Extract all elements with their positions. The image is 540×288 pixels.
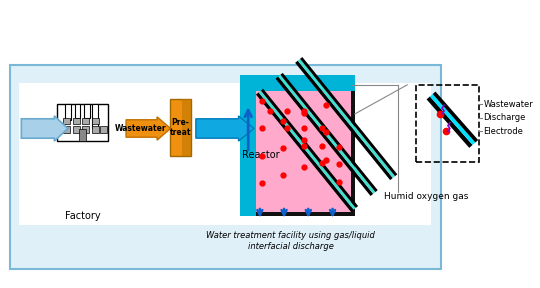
FancyArrow shape xyxy=(22,116,68,141)
FancyArrow shape xyxy=(126,117,171,140)
FancyBboxPatch shape xyxy=(100,126,107,133)
Text: Electrode: Electrode xyxy=(483,127,523,136)
FancyBboxPatch shape xyxy=(78,130,86,141)
FancyBboxPatch shape xyxy=(183,99,191,156)
Polygon shape xyxy=(259,91,356,210)
FancyBboxPatch shape xyxy=(19,226,431,262)
FancyBboxPatch shape xyxy=(256,91,351,212)
FancyBboxPatch shape xyxy=(240,75,256,216)
FancyBboxPatch shape xyxy=(84,104,90,118)
Polygon shape xyxy=(430,94,475,145)
Polygon shape xyxy=(298,59,395,178)
Polygon shape xyxy=(261,89,358,208)
FancyBboxPatch shape xyxy=(92,126,99,133)
Text: Reactor: Reactor xyxy=(242,150,280,160)
FancyBboxPatch shape xyxy=(83,118,89,124)
FancyBboxPatch shape xyxy=(63,118,70,124)
Text: Factory: Factory xyxy=(65,211,100,221)
Text: Wastewater: Wastewater xyxy=(115,124,166,133)
Text: Discharge: Discharge xyxy=(483,113,526,122)
FancyBboxPatch shape xyxy=(19,83,431,262)
Polygon shape xyxy=(427,96,472,148)
FancyBboxPatch shape xyxy=(92,118,99,124)
Polygon shape xyxy=(275,77,373,196)
FancyBboxPatch shape xyxy=(240,75,355,216)
FancyBboxPatch shape xyxy=(75,104,80,118)
FancyBboxPatch shape xyxy=(63,126,70,133)
FancyBboxPatch shape xyxy=(170,99,191,156)
Text: Humid oxygen gas: Humid oxygen gas xyxy=(384,192,469,201)
Text: Pre-
treat: Pre- treat xyxy=(170,118,191,137)
FancyBboxPatch shape xyxy=(57,104,107,141)
FancyBboxPatch shape xyxy=(83,126,89,133)
FancyBboxPatch shape xyxy=(240,75,355,91)
Polygon shape xyxy=(278,75,375,194)
Text: Wastewater: Wastewater xyxy=(483,100,533,109)
FancyBboxPatch shape xyxy=(92,104,98,128)
FancyBboxPatch shape xyxy=(256,91,351,212)
FancyBboxPatch shape xyxy=(10,65,441,269)
Polygon shape xyxy=(280,73,377,192)
Polygon shape xyxy=(300,57,397,176)
Polygon shape xyxy=(295,61,393,180)
FancyBboxPatch shape xyxy=(73,118,79,124)
Polygon shape xyxy=(256,92,354,212)
FancyBboxPatch shape xyxy=(73,126,79,133)
Polygon shape xyxy=(433,92,478,143)
FancyArrow shape xyxy=(196,116,254,141)
FancyBboxPatch shape xyxy=(65,104,71,120)
Text: Water treatment facility using gas/liquid
interfacial discharge: Water treatment facility using gas/liqui… xyxy=(206,231,375,251)
